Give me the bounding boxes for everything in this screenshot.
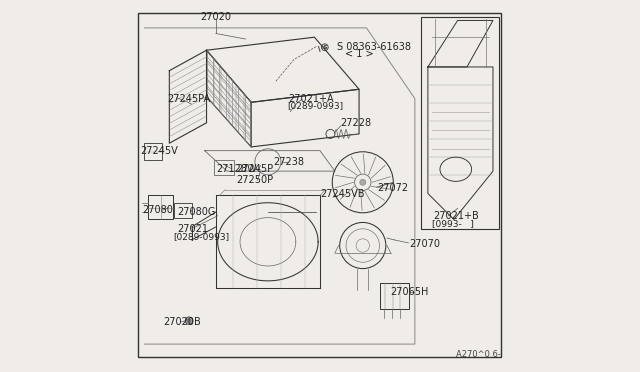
Text: 27021+A: 27021+A <box>289 94 334 103</box>
Text: 27245VB: 27245VB <box>320 189 365 199</box>
Bar <box>380 283 410 309</box>
Text: 27021: 27021 <box>177 224 208 234</box>
Bar <box>421 17 499 229</box>
Circle shape <box>360 179 365 185</box>
Text: < 1 >: < 1 > <box>346 49 374 59</box>
Text: 27021+B: 27021+B <box>433 211 479 221</box>
Text: [0289-0993]: [0289-0993] <box>287 102 344 110</box>
Text: 27245PA: 27245PA <box>168 94 211 103</box>
Text: [0289-0993]: [0289-0993] <box>173 232 229 241</box>
Circle shape <box>187 319 191 323</box>
Text: 27070: 27070 <box>410 239 440 248</box>
Text: 27128W: 27128W <box>216 164 257 174</box>
Text: S: S <box>323 45 327 50</box>
Text: 27245P: 27245P <box>236 164 273 174</box>
Text: 27080: 27080 <box>142 205 173 215</box>
Text: 27250P: 27250P <box>236 176 273 185</box>
Text: 27020B: 27020B <box>163 317 201 327</box>
Text: A270^0 6-: A270^0 6- <box>456 350 500 359</box>
Circle shape <box>186 317 193 324</box>
Text: [0993-   ]: [0993- ] <box>431 219 474 228</box>
Text: S 08363-61638: S 08363-61638 <box>337 42 411 51</box>
Text: 27238: 27238 <box>273 157 305 167</box>
Text: 27245V: 27245V <box>141 146 179 155</box>
Bar <box>174 203 191 218</box>
Text: 27020: 27020 <box>200 12 231 22</box>
Text: 27080G: 27080G <box>177 207 215 217</box>
Text: 27072: 27072 <box>378 183 409 193</box>
Text: 27065H: 27065H <box>390 287 429 297</box>
Bar <box>148 195 173 219</box>
Bar <box>145 143 162 160</box>
Bar <box>214 160 234 175</box>
Text: 27228: 27228 <box>340 118 372 128</box>
